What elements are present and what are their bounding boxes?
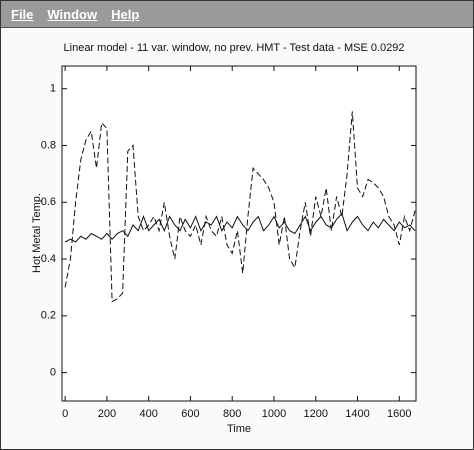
y-tick-label: 0.2 xyxy=(41,310,56,322)
x-tick-label: 1200 xyxy=(304,408,328,420)
x-tick-label: 600 xyxy=(181,408,199,420)
menu-bar: File Window Help xyxy=(1,1,473,28)
menu-item[interactable]: Help xyxy=(111,6,140,22)
x-tick-label: 200 xyxy=(98,408,116,420)
menu-item[interactable]: Window xyxy=(47,6,98,22)
x-axis-label: Time xyxy=(227,423,251,435)
y-tick-label: 1 xyxy=(50,83,56,95)
data-line xyxy=(64,212,416,243)
y-tick-label: 0.6 xyxy=(41,196,56,208)
x-tick-label: 1600 xyxy=(387,408,411,420)
x-tick-label: 1000 xyxy=(262,408,286,420)
chart: Linear model - 11 var. window, no prev. … xyxy=(31,42,417,435)
y-tick-label: 0.8 xyxy=(41,139,56,151)
chart-title: Linear model - 11 var. window, no prev. … xyxy=(64,42,405,54)
data-line xyxy=(64,111,416,303)
y-tick-label: 0.4 xyxy=(41,253,56,265)
plot-frame xyxy=(61,65,417,402)
x-tick-label: 1400 xyxy=(345,408,369,420)
y-tick-label: 0 xyxy=(50,367,56,379)
y-axis-label: Hot Metal Temp. xyxy=(31,193,43,273)
x-tick-label: 0 xyxy=(62,408,68,420)
menu-item[interactable]: File xyxy=(11,6,34,22)
x-tick-label: 400 xyxy=(139,408,157,420)
x-tick-label: 800 xyxy=(223,408,241,420)
